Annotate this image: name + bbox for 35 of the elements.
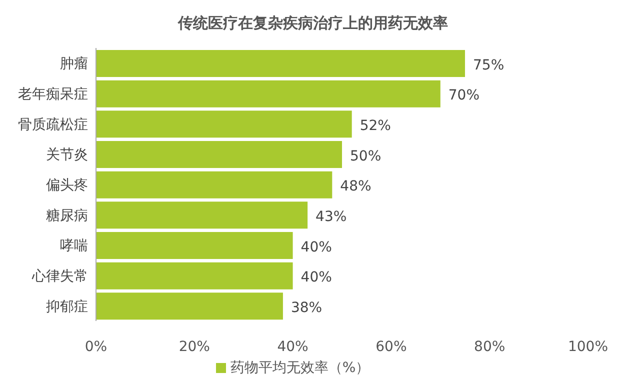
x-tick-label: 100%: [568, 338, 608, 355]
x-tick-label: 60%: [376, 338, 407, 355]
data-label: 40%: [300, 270, 332, 286]
y-tick-label: 肿瘤: [60, 56, 88, 72]
data-label: 48%: [340, 178, 372, 195]
y-tick-label: 哮喘: [60, 238, 88, 254]
data-label: 38%: [290, 300, 322, 316]
data-label: 40%: [300, 239, 332, 256]
bar: [96, 232, 293, 259]
x-tick-label: 0%: [84, 338, 108, 355]
y-tick-label: 关节炎: [46, 147, 88, 164]
y-tick-label: 老年痴呆症: [18, 86, 88, 102]
data-label: 43%: [316, 208, 347, 225]
bar: [96, 50, 465, 77]
legend-label: 药物平均无效率（%）: [230, 360, 370, 376]
chart-title: 传统医疗在复杂疾病治疗上的用药无效率: [176, 13, 449, 34]
bar: [96, 202, 308, 229]
bar: [96, 80, 440, 108]
bar: [96, 262, 293, 290]
y-tick-label: 心律失常: [31, 268, 88, 284]
data-label: 52%: [360, 118, 391, 134]
y-tick-label: 糖尿病: [46, 208, 88, 224]
y-tick-label: 偏头疼: [46, 177, 88, 194]
bar: [96, 171, 332, 198]
y-tick-label: 骨质疏松症: [18, 116, 88, 133]
y-tick-label: 抑郁症: [46, 298, 88, 315]
bar: [96, 292, 283, 320]
bar: [96, 110, 352, 138]
bar: [96, 141, 342, 168]
x-tick-label: 20%: [178, 338, 210, 355]
data-label: 50%: [350, 148, 382, 164]
data-label: 70%: [448, 88, 480, 104]
data-label: 75%: [473, 57, 504, 74]
x-tick-label: 80%: [474, 338, 506, 355]
x-tick-label: 40%: [277, 338, 308, 355]
